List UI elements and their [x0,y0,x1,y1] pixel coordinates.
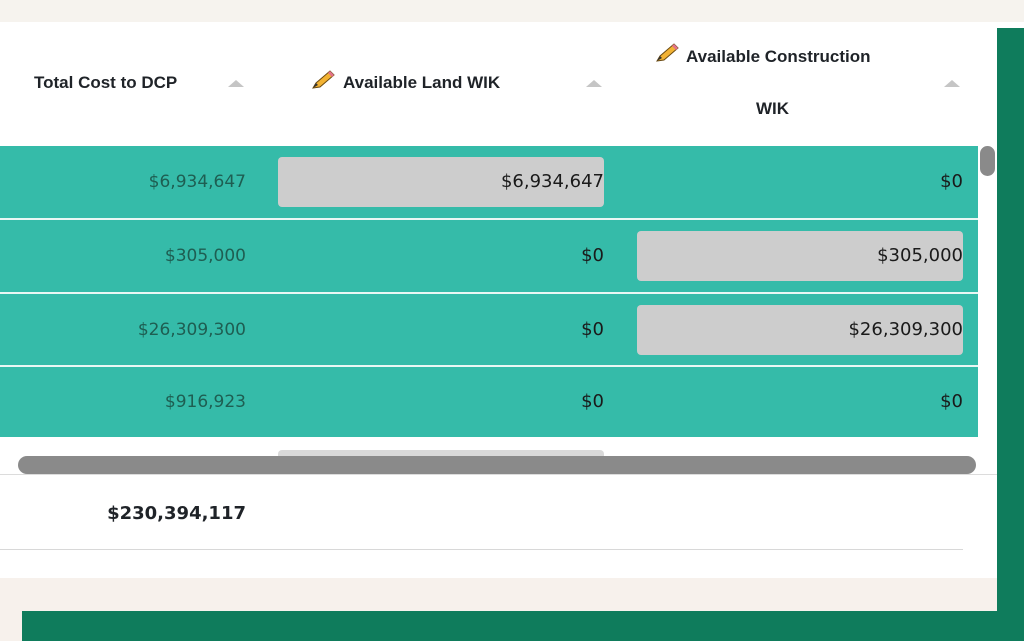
available-construction-wik-cell[interactable]: $0 [940,171,963,192]
accent-frame-right [997,28,1024,641]
footer-total-cost: $230,394,117 [107,503,246,524]
total-cost-cell: $916,923 [164,392,246,412]
available-land-wik-cell[interactable]: $0 [581,319,604,340]
row-divider [0,292,978,294]
available-construction-wik-input[interactable]: $26,309,300 [637,305,963,355]
row-divider [0,365,978,367]
table-row[interactable]: $305,000 $0 $305,000 [0,220,978,292]
accent-frame-bottom [22,611,1024,641]
sort-ascending-icon[interactable] [944,80,960,87]
table-row[interactable]: $26,309,300 $0 $26,309,300 [0,294,978,366]
column-header-label: Total Cost to DCP [34,73,178,92]
next-row-peek [278,450,604,460]
table-row[interactable]: $6,934,647 $6,934,647 $0 [0,146,978,218]
sort-ascending-icon[interactable] [228,80,244,87]
table-row[interactable]: $916,923 $0 $0 [0,367,978,437]
data-table-card: Total Cost to DCP Available Land WIK Ava… [0,22,997,578]
vertical-scrollbar-thumb[interactable] [980,146,995,176]
available-land-wik-cell[interactable]: $0 [581,245,604,266]
sort-ascending-icon[interactable] [586,80,602,87]
column-header-available-construction-wik[interactable]: Available Construction WIK [640,22,980,144]
total-cost-cell: $6,934,647 [148,172,246,192]
column-header-total-cost[interactable]: Total Cost to DCP [0,22,260,144]
available-construction-wik-input[interactable]: $305,000 [637,231,963,281]
pencil-icon [656,43,679,62]
footer-divider [0,549,963,550]
available-land-wik-cell[interactable]: $0 [581,391,604,412]
row-divider [0,218,978,220]
column-header-label-line2: WIK [756,99,790,118]
column-header-label-line1: Available Construction [686,47,871,66]
column-header-label: Available Land WIK [343,73,501,92]
total-cost-cell: $26,309,300 [137,320,246,340]
column-header-available-land-wik[interactable]: Available Land WIK [300,22,620,144]
available-construction-wik-cell[interactable]: $0 [940,391,963,412]
pencil-icon [312,70,335,89]
total-cost-cell: $305,000 [164,246,246,266]
footer-divider-top [0,474,997,475]
available-land-wik-input[interactable]: $6,934,647 [278,157,604,207]
background-top [0,0,1024,22]
horizontal-scrollbar-thumb[interactable] [18,456,976,474]
